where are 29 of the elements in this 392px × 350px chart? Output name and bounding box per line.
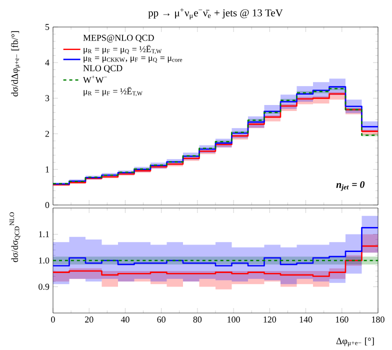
y-tick-label: 2 <box>45 130 49 137</box>
y-tick-label: 0.9 <box>38 284 50 290</box>
y-axis-title: dσ/dΔφ$_{μ+e−}$ [fb/°] <box>11 31 20 96</box>
annotation: MEPS@NLO QCD <box>83 34 154 42</box>
legend-label: W$^{+}$W$^{−}$ <box>83 76 107 83</box>
annotation: μ$_{R}$ = μ$_{F}$ = ½Ē$_{T,W}$ <box>84 87 143 96</box>
y-tick-label: 1 <box>46 166 49 172</box>
y-tick-label: 1.1 <box>39 231 49 238</box>
x-tick-label: 0 <box>51 316 55 323</box>
y-tick-label: 1.0 <box>39 257 50 264</box>
x-tick-label: 20 <box>85 316 94 323</box>
x-tick-label: 60 <box>157 316 166 323</box>
chart-title: pp → μ$^{+}$ν$_{μ}$e$^{−}$ν̄$_{e}$ + jets @ 13 TeV <box>148 8 283 20</box>
y-tick-label: 3 <box>45 95 50 102</box>
y-tick-label: 0 <box>45 202 50 208</box>
text: μ$_{R}$ = μ$_{CKKW}$, μ$_{F}$ = μ$_{Q}$ = μ$_{core}$ <box>84 56 182 63</box>
x-axis-title: Δφ$_{μ+e−}$ [°] <box>336 338 374 347</box>
y-tick-label: 5 <box>46 24 50 30</box>
x-tick-label: 40 <box>120 316 130 323</box>
annotation: n$_{jet}$ = 0 <box>336 181 365 191</box>
x-tick-label: 80 <box>193 316 202 323</box>
x-tick-label: 180 <box>372 316 384 323</box>
x-tick-label: 100 <box>228 316 240 323</box>
legend-label: μ$_{R}$ = μ$_{F}$ = μ$_{Q}$ = ½Ē$_{T,W}$ <box>84 45 162 54</box>
x-tick-label: 140 <box>300 316 312 323</box>
x-tick-label: 120 <box>264 316 276 323</box>
annotation: NLO QCD <box>83 65 122 73</box>
y-tick-label: 4 <box>45 60 50 66</box>
x-tick-label: 160 <box>336 316 348 323</box>
